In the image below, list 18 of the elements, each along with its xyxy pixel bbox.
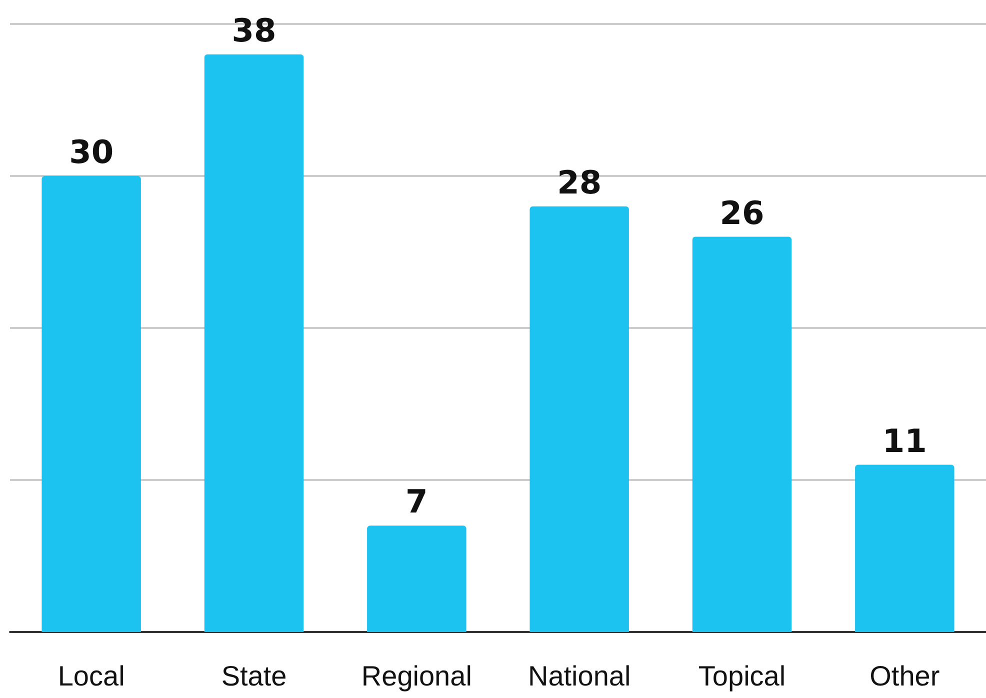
bar bbox=[692, 236, 792, 632]
data-label: 11 bbox=[882, 422, 927, 460]
data-label: 7 bbox=[406, 482, 428, 521]
bar bbox=[204, 54, 304, 632]
data-label: 26 bbox=[720, 194, 764, 232]
data-label: 30 bbox=[69, 133, 114, 171]
x-tick-label: Topical bbox=[698, 660, 786, 692]
x-tick-label: Regional bbox=[361, 660, 472, 692]
bar bbox=[855, 464, 954, 632]
data-label: 38 bbox=[232, 11, 276, 50]
data-label: 28 bbox=[557, 163, 602, 202]
x-tick-label: National bbox=[528, 660, 631, 692]
x-tick-label: State bbox=[221, 660, 287, 692]
bar bbox=[367, 526, 466, 632]
x-tick-label: Other bbox=[870, 660, 940, 692]
bar bbox=[42, 176, 141, 632]
x-tick-label: Local bbox=[58, 660, 125, 692]
bar bbox=[530, 206, 629, 632]
